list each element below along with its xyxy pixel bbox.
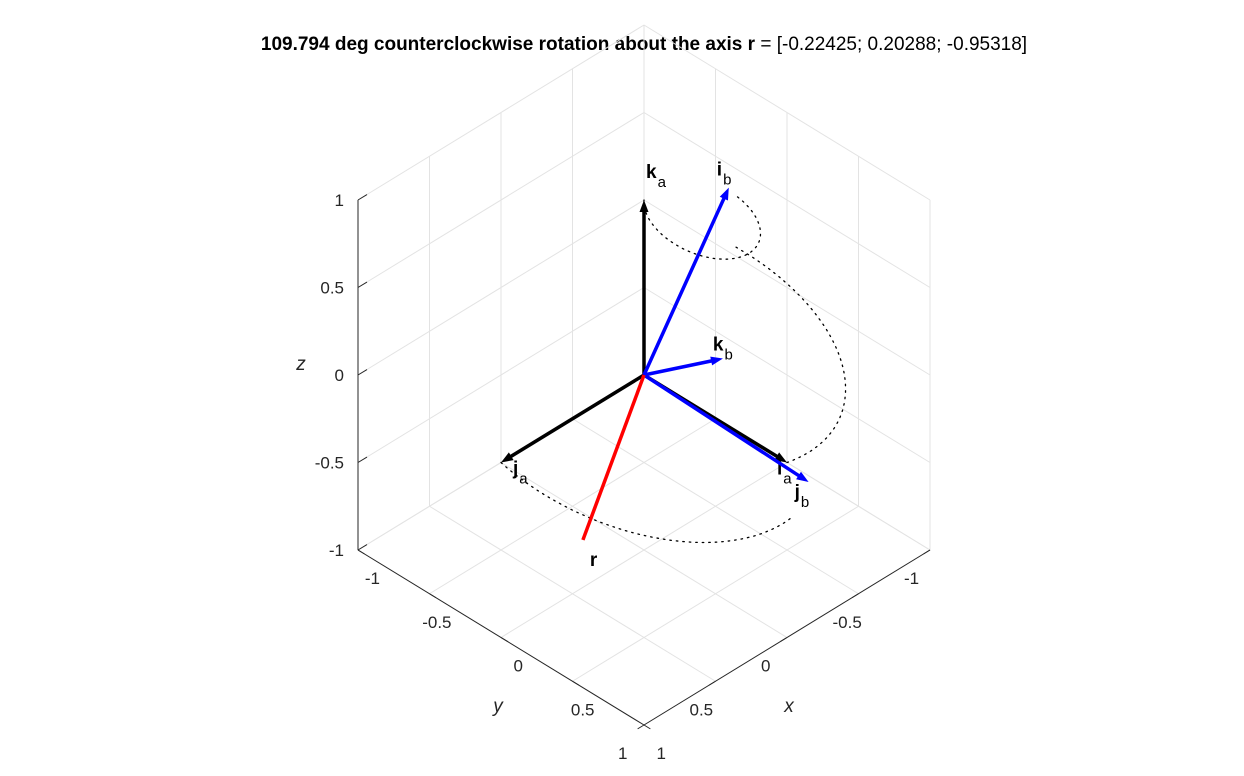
x-tick-mark — [429, 593, 437, 599]
rotation-path-ja — [500, 461, 791, 544]
rotation-path-ia — [733, 245, 847, 464]
rotation-path-ka — [643, 193, 762, 260]
x-tick-mark — [572, 680, 580, 686]
z-tick-label: -0.5 — [315, 454, 344, 473]
vector-ia: ia — [643, 373, 792, 488]
grid-line — [357, 199, 645, 376]
vector-ka-arrowhead — [639, 200, 649, 212]
vector-r-letter: r — [590, 550, 598, 571]
vector-r: r — [581, 374, 646, 571]
vector-ja: ja — [501, 373, 645, 488]
vector-ja-subscript: a — [519, 471, 528, 488]
x-tick-label: 1 — [657, 744, 666, 763]
vector-r-shaft — [581, 374, 646, 541]
grid-line — [643, 112, 931, 288]
y-tick-label: -1 — [904, 569, 919, 588]
vector-kb: kb — [643, 335, 733, 377]
x-tick-label: 0.5 — [571, 700, 595, 719]
vector-ja-letter: j — [512, 459, 518, 480]
z-tick-label: 0 — [335, 366, 344, 385]
z-tick-mark — [357, 369, 368, 376]
vector-ja-arrowhead — [501, 452, 514, 463]
z-tick-mark — [357, 281, 368, 288]
vector-jb-letter: j — [794, 482, 800, 503]
x-tick-label: 0 — [514, 657, 523, 676]
grid-line — [643, 24, 931, 201]
vector-jb: jb — [643, 373, 810, 511]
vector-ib-subscript: b — [723, 172, 731, 189]
z-tick-label: 0.5 — [320, 279, 344, 298]
z-tick-mark — [357, 194, 368, 201]
vector-ib: ib — [642, 160, 732, 376]
grid-line — [643, 199, 931, 376]
vector-jb-shaft — [643, 373, 803, 479]
vector-ib-letter: i — [717, 160, 722, 181]
vector-ka-subscript: a — [658, 174, 667, 191]
vector-kb-shaft — [643, 358, 716, 377]
vector-jb-arrowhead — [796, 471, 809, 483]
y-tick-label: 0 — [761, 657, 770, 676]
vector-jb-subscript: b — [801, 494, 809, 511]
vector-ja-label: ja — [512, 459, 528, 488]
y-tick-mark — [637, 724, 645, 730]
x-tick-label: -0.5 — [422, 613, 451, 632]
vector-ka: ka — [639, 162, 667, 375]
y-tick-label: 1 — [618, 744, 627, 763]
x-tick-mark — [357, 549, 365, 555]
grid-line — [357, 24, 645, 201]
vector-ib-label: ib — [717, 160, 732, 189]
y-tick-mark — [780, 637, 788, 642]
axes-frame — [357, 194, 931, 730]
grid-line — [429, 505, 716, 682]
vector-ib-arrowhead — [719, 187, 729, 201]
vector-kb-arrowhead — [710, 356, 723, 366]
y-tick-mark — [708, 680, 716, 686]
rotation-paths — [500, 193, 847, 544]
x-tick-mark — [500, 637, 508, 642]
vector-ja-shaft — [507, 373, 645, 460]
vector-ia-subscript: a — [783, 471, 792, 488]
vector-ib-shaft — [642, 194, 727, 376]
axis-labels: x y z — [295, 354, 795, 717]
vector-kb-letter: k — [713, 335, 724, 356]
y-tick-mark — [851, 593, 859, 599]
vector-jb-label: jb — [794, 482, 810, 511]
z-tick-mark — [357, 456, 368, 463]
z-tick-label: 1 — [335, 191, 344, 210]
vector-ia-label: ia — [777, 459, 792, 488]
y-tick-mark — [923, 549, 931, 555]
y-tick-label: -0.5 — [833, 613, 862, 632]
figure-title: 109.794 deg counterclockwise rotation ab… — [261, 34, 1027, 55]
grid-line — [572, 505, 859, 682]
z-axis-label: z — [295, 354, 306, 375]
grid-line — [357, 112, 645, 288]
x-tick-label: -1 — [365, 569, 380, 588]
vector-ia-letter: i — [777, 459, 782, 480]
vector-ka-label: ka — [646, 162, 667, 191]
z-tick-label: -1 — [329, 541, 344, 560]
grid-line — [500, 462, 788, 638]
x-axis-label: x — [783, 696, 795, 717]
y-axis-label: y — [491, 696, 504, 717]
vector-kb-subscript: b — [725, 347, 733, 364]
y-tick-label: 0.5 — [690, 700, 714, 719]
vector-kb-label: kb — [713, 335, 733, 364]
vector-ka-letter: k — [646, 162, 657, 183]
tick-labels: -1 -0.5 0 0.5 1 -1 -0.5 0 0.5 1 -1 -0.5 0 0.5 1 — [315, 191, 919, 763]
vector-r-label: r — [590, 550, 598, 571]
z-tick-mark — [357, 544, 368, 551]
x-tick-mark — [643, 724, 651, 730]
